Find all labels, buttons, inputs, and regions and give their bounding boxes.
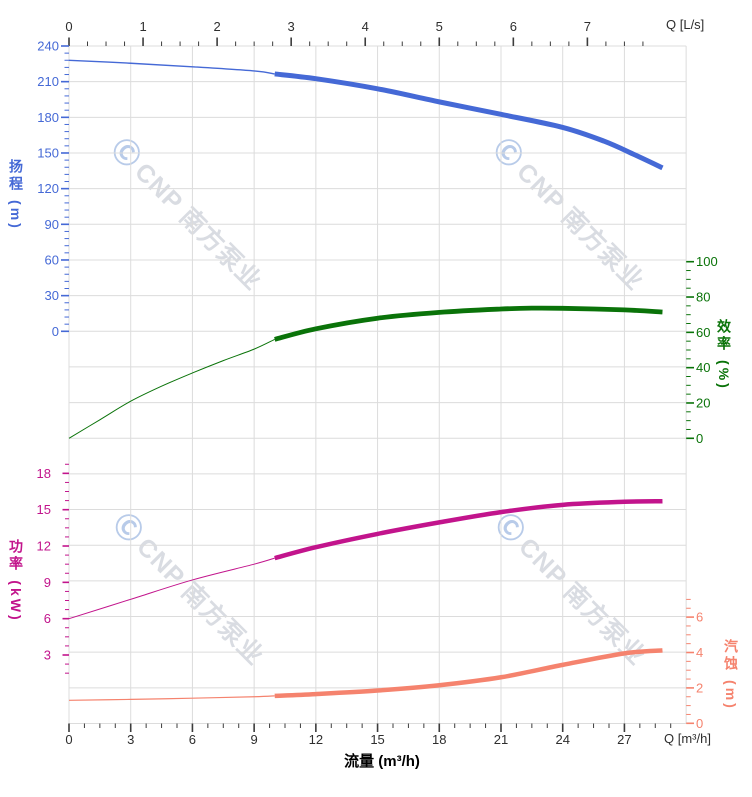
- head-axis-tick-label: 0: [52, 324, 59, 339]
- efficiency-axis-tick-label: 0: [696, 431, 703, 446]
- bottom-axis-unit-label: Q [m³/h]: [664, 731, 711, 746]
- head-axis: 240 210 180 150 120 90 60 30 0: [37, 39, 69, 339]
- grid: [68, 45, 687, 725]
- top-axis-tick-label: 3: [288, 19, 295, 34]
- power-axis-tick-label: 15: [37, 502, 51, 517]
- power-axis-tick-label: 12: [37, 539, 51, 554]
- bottom-axis-tick-label: 3: [127, 732, 134, 747]
- npsh-axis-tick-label: 2: [696, 680, 703, 695]
- power-axis: 18 15 12 9 6 3: [37, 463, 69, 674]
- bottom-axis-tick-label: 6: [189, 732, 196, 747]
- power-axis-tick-label: 18: [37, 466, 51, 481]
- efficiency-axis-tick-label: 40: [696, 360, 710, 375]
- head-axis-tick-label: 180: [37, 110, 59, 125]
- head-axis-tick-label: 30: [45, 288, 59, 303]
- bottom-axis-tick-label: 27: [617, 732, 631, 747]
- head-axis-tick-label: 210: [37, 74, 59, 89]
- head-curve: [68, 59, 664, 171]
- top-axis-tick-label: 0: [65, 19, 72, 34]
- efficiency-curve: [68, 305, 663, 439]
- efficiency-axis-tick-label: 20: [696, 395, 710, 410]
- npsh-axis-tick-label: 0: [696, 716, 703, 731]
- efficiency-axis-title: 效率 (%): [716, 319, 732, 391]
- top-axis-tick-label: 7: [584, 19, 591, 34]
- bottom-axis-tick-label: 12: [309, 732, 323, 747]
- efficiency-axis-tick-label: 100: [696, 254, 718, 269]
- npsh-axis: 6 4 2 0: [686, 598, 703, 731]
- top-axis-tick-label: 4: [362, 19, 369, 34]
- head-axis-title: 扬程 (m): [8, 159, 24, 231]
- head-axis-tick-label: 150: [37, 145, 59, 160]
- bottom-axis-tick-label: 24: [555, 732, 569, 747]
- bottom-axis-tick-label: 18: [432, 732, 446, 747]
- head-axis-tick-label: 120: [37, 181, 59, 196]
- head-axis-tick-label: 90: [45, 217, 59, 232]
- power-axis-tick-label: 9: [44, 575, 51, 590]
- bottom-axis: 0 3 6 9 12 15 18 21 24 27: [65, 723, 672, 747]
- top-axis: 0 1 2 3 4 5 6 7: [65, 19, 644, 46]
- power-axis-tick-label: 6: [44, 611, 51, 626]
- flow-axis-title: 流量 (m³/h): [344, 753, 420, 770]
- npsh-curve: [68, 648, 663, 701]
- top-axis-tick-label: 5: [436, 19, 443, 34]
- npsh-axis-tick-label: 4: [696, 645, 703, 660]
- power-axis-title: 功率 (kW): [8, 539, 24, 623]
- power-axis-tick-label: 3: [44, 648, 51, 663]
- top-axis-tick-label: 2: [213, 19, 220, 34]
- bottom-axis-tick-label: 21: [494, 732, 508, 747]
- top-axis-unit-label: Q [L/s]: [666, 17, 705, 32]
- power-curve: [68, 498, 663, 620]
- npsh-axis-title: 汽蚀 (m): [723, 639, 739, 711]
- efficiency-axis: 100 80 60 40 20 0: [686, 254, 718, 446]
- bottom-axis-tick-label: 9: [251, 732, 258, 747]
- efficiency-axis-tick-label: 60: [696, 325, 710, 340]
- top-axis-tick-label: 1: [139, 19, 146, 34]
- efficiency-axis-tick-label: 80: [696, 290, 710, 305]
- bottom-axis-tick-label: 15: [370, 732, 384, 747]
- head-axis-tick-label: 240: [37, 39, 59, 54]
- top-axis-tick-label: 6: [510, 19, 517, 34]
- bottom-axis-tick-label: 0: [65, 732, 72, 747]
- npsh-axis-tick-label: 6: [696, 610, 703, 625]
- head-axis-tick-label: 60: [45, 252, 59, 267]
